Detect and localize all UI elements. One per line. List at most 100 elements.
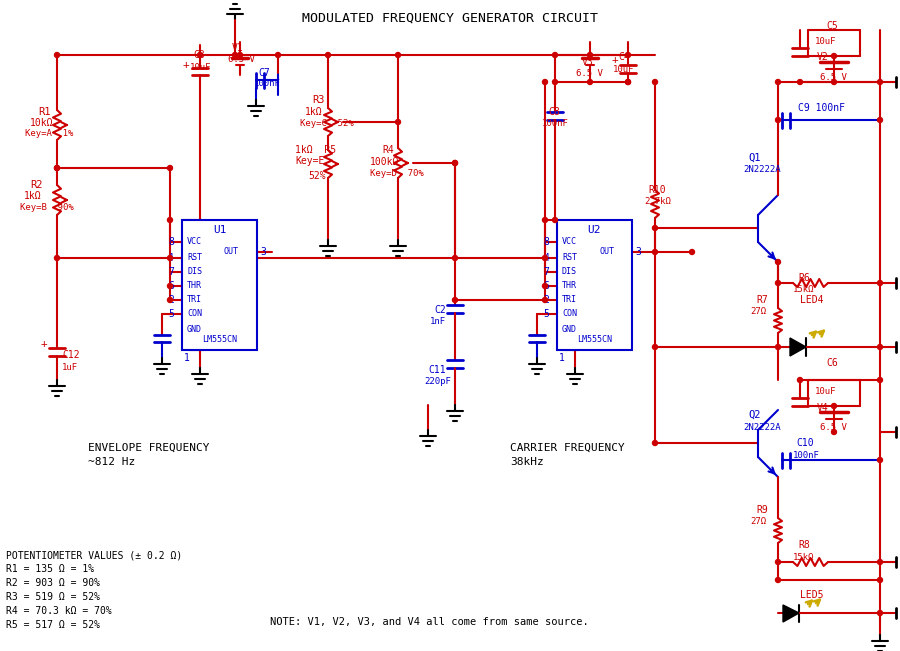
Text: R7: R7 — [756, 295, 768, 305]
Text: 27Ω: 27Ω — [750, 518, 766, 527]
Circle shape — [652, 225, 658, 230]
Text: C7: C7 — [258, 68, 270, 78]
Circle shape — [832, 404, 836, 408]
Circle shape — [776, 559, 780, 564]
Text: 10uF: 10uF — [190, 62, 212, 72]
Circle shape — [652, 79, 658, 85]
Text: Key=E: Key=E — [295, 156, 324, 166]
Circle shape — [878, 559, 883, 564]
Text: VCC: VCC — [562, 238, 577, 247]
Text: 6: 6 — [543, 281, 549, 291]
Circle shape — [776, 281, 780, 286]
Text: C9 100nF: C9 100nF — [798, 103, 845, 113]
Text: 3: 3 — [635, 247, 641, 257]
Circle shape — [167, 217, 173, 223]
Circle shape — [626, 53, 631, 57]
Circle shape — [553, 217, 557, 223]
Circle shape — [878, 611, 883, 615]
Circle shape — [167, 298, 173, 303]
Text: V1: V1 — [232, 43, 244, 53]
Circle shape — [453, 161, 457, 165]
Circle shape — [395, 120, 400, 124]
Circle shape — [878, 79, 883, 85]
Circle shape — [652, 441, 658, 445]
Text: 2: 2 — [168, 295, 174, 305]
Circle shape — [326, 53, 330, 57]
Text: 7: 7 — [543, 267, 549, 277]
Text: DIS: DIS — [187, 268, 202, 277]
Text: R10: R10 — [648, 185, 666, 195]
Circle shape — [797, 79, 803, 85]
Text: GND: GND — [562, 326, 577, 335]
Text: 10uF: 10uF — [613, 66, 634, 74]
Text: CARRIER FREQUENCY: CARRIER FREQUENCY — [510, 443, 625, 453]
Circle shape — [55, 255, 59, 260]
Text: VCC: VCC — [187, 238, 202, 247]
Text: 1kΩ: 1kΩ — [305, 107, 322, 117]
Text: 1kΩ: 1kΩ — [24, 191, 41, 201]
Text: Key=A  1%: Key=A 1% — [25, 130, 74, 139]
Circle shape — [878, 458, 883, 462]
Text: 8: 8 — [168, 237, 174, 247]
Circle shape — [167, 165, 173, 171]
Text: NOTE: V1, V2, V3, and V4 all come from same source.: NOTE: V1, V2, V3, and V4 all come from s… — [270, 617, 589, 627]
Text: 100nF: 100nF — [542, 120, 569, 128]
Text: 10uF: 10uF — [815, 38, 836, 46]
Polygon shape — [783, 605, 799, 622]
Text: R4: R4 — [382, 145, 394, 155]
Circle shape — [878, 344, 883, 350]
Text: RST: RST — [187, 253, 202, 262]
Circle shape — [832, 53, 836, 59]
Circle shape — [55, 165, 59, 171]
Text: THR: THR — [187, 281, 202, 290]
Text: 5: 5 — [168, 309, 174, 319]
Text: CON: CON — [562, 309, 577, 318]
Circle shape — [878, 117, 883, 122]
Text: 1uF: 1uF — [62, 363, 78, 372]
Circle shape — [689, 249, 695, 255]
Circle shape — [776, 117, 780, 122]
Text: OUT: OUT — [224, 247, 239, 256]
Text: 4: 4 — [168, 253, 174, 263]
Text: U2: U2 — [588, 225, 601, 235]
Text: C6: C6 — [826, 358, 838, 368]
Circle shape — [167, 255, 173, 260]
Text: 3: 3 — [260, 247, 265, 257]
Text: +: + — [183, 60, 190, 70]
Circle shape — [776, 344, 780, 350]
Text: R4 = 70.3 kΩ = 70%: R4 = 70.3 kΩ = 70% — [6, 606, 112, 616]
Text: R5 = 517 Ω = 52%: R5 = 517 Ω = 52% — [6, 620, 100, 630]
Text: C3: C3 — [193, 50, 205, 60]
Text: C4: C4 — [618, 52, 630, 62]
Text: GND: GND — [187, 326, 202, 335]
Text: RST: RST — [562, 253, 577, 262]
Text: 15kΩ: 15kΩ — [793, 284, 814, 294]
Circle shape — [453, 255, 457, 260]
Circle shape — [453, 161, 457, 165]
Text: 1: 1 — [184, 353, 190, 363]
Text: 1: 1 — [559, 353, 565, 363]
Text: 10uF: 10uF — [815, 387, 836, 396]
Circle shape — [543, 283, 547, 288]
Text: R2 = 903 Ω = 90%: R2 = 903 Ω = 90% — [6, 578, 100, 588]
Text: 52%: 52% — [308, 171, 326, 181]
Circle shape — [275, 53, 281, 57]
Circle shape — [878, 577, 883, 583]
Text: 1nF: 1nF — [430, 318, 446, 327]
Text: +: + — [41, 339, 48, 349]
Circle shape — [543, 79, 547, 85]
Circle shape — [776, 577, 780, 583]
Text: DIS: DIS — [562, 268, 577, 277]
Circle shape — [626, 79, 631, 85]
Circle shape — [878, 378, 883, 383]
Text: 5: 5 — [543, 309, 549, 319]
Text: LM555CN: LM555CN — [577, 335, 612, 344]
Circle shape — [232, 53, 238, 57]
Text: 4: 4 — [543, 253, 549, 263]
Circle shape — [588, 79, 592, 85]
Text: 6.5 V: 6.5 V — [576, 70, 603, 79]
Text: V2: V2 — [817, 52, 829, 62]
Text: POTENTIOMETER VALUES (± 0.2 Ω): POTENTIOMETER VALUES (± 0.2 Ω) — [6, 550, 182, 560]
Bar — [557, 220, 632, 350]
Text: 2: 2 — [543, 295, 549, 305]
